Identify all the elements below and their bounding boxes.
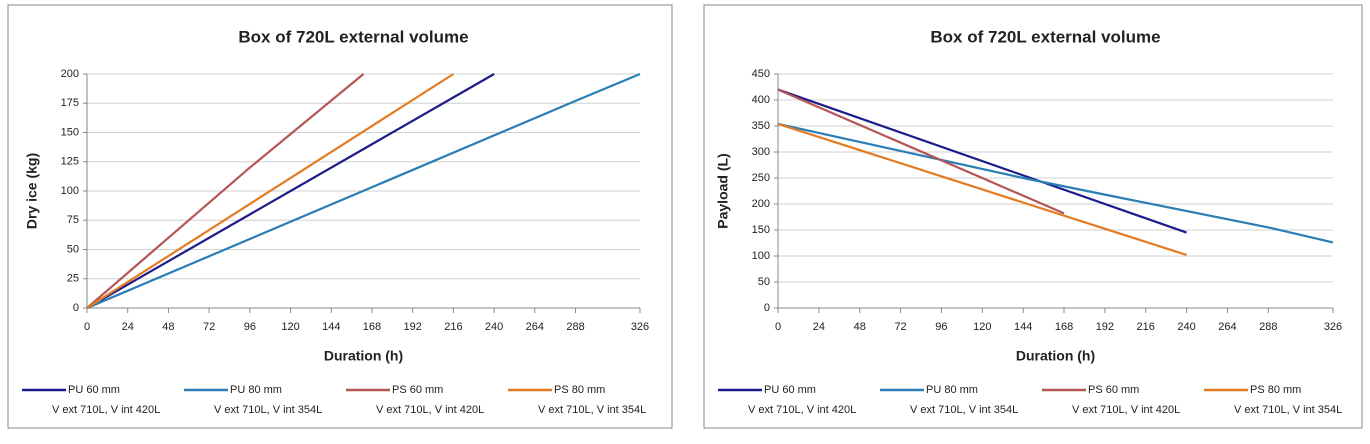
y-tick-label: 50 (67, 243, 79, 255)
y-tick-label: 25 (67, 273, 79, 285)
x-axis-title: Duration (h) (324, 348, 403, 364)
legend-label: PS 60 mm (392, 384, 443, 396)
chart-title: Box of 720L external volume (238, 27, 468, 46)
y-tick-label: 450 (752, 68, 770, 80)
x-tick-label: 240 (1177, 321, 1195, 333)
x-tick-label: 168 (1055, 321, 1073, 333)
x-tick-label: 144 (322, 321, 340, 333)
series-line (86, 72, 641, 310)
legend-description: V ext 710L, V int 420L (1072, 404, 1180, 416)
y-tick-label: 100 (752, 250, 770, 262)
series-line (86, 73, 495, 309)
x-tick-label: 192 (1096, 321, 1114, 333)
panel-frame (7, 4, 673, 429)
legend-description: V ext 710L, V int 354L (538, 404, 646, 416)
x-tick-label: 96 (935, 321, 947, 333)
x-tick-label: 48 (162, 321, 174, 333)
y-tick-label: 200 (752, 198, 770, 210)
series-line (777, 88, 1187, 234)
chart-title: Box of 720L external volume (930, 27, 1160, 46)
legend-label: PU 60 mm (68, 384, 120, 396)
y-tick-label: 150 (752, 224, 770, 236)
y-tick-label: 150 (61, 126, 79, 138)
legend-description: V ext 710L, V int 354L (910, 404, 1018, 416)
series-line (86, 73, 454, 309)
y-tick-label: 0 (764, 302, 770, 314)
x-tick-label: 120 (973, 321, 991, 333)
x-tick-label: 326 (631, 321, 649, 333)
x-tick-label: 326 (1324, 321, 1342, 333)
x-axis-title: Duration (h) (1016, 348, 1095, 364)
x-tick-label: 72 (894, 321, 906, 333)
x-tick-label: 264 (526, 321, 544, 333)
x-tick-label: 96 (244, 321, 256, 333)
series-line (86, 73, 365, 309)
legend-label: PS 80 mm (554, 384, 605, 396)
legend-label: PS 80 mm (1250, 384, 1301, 396)
y-tick-label: 0 (73, 302, 79, 314)
y-tick-label: 75 (67, 214, 79, 226)
y-tick-label: 400 (752, 94, 770, 106)
legend-label: PU 60 mm (764, 384, 816, 396)
y-tick-label: 50 (758, 276, 770, 288)
chart-panel: Box of 720L external volume Duration (h) P… (703, 4, 1363, 429)
x-tick-label: 48 (854, 321, 866, 333)
x-tick-label: 72 (203, 321, 215, 333)
legend-label: PU 80 mm (926, 384, 978, 396)
chart-panel: Box of 720L external volume Duration (h) D… (7, 4, 673, 429)
y-axis-title: Dry ice (kg) (24, 153, 40, 229)
x-tick-label: 144 (1014, 321, 1032, 333)
panel-frame (703, 4, 1363, 429)
x-tick-label: 288 (1259, 321, 1277, 333)
legend-label: PU 80 mm (230, 384, 282, 396)
x-tick-label: 216 (1137, 321, 1155, 333)
x-tick-label: 168 (363, 321, 381, 333)
legend-description: V ext 710L, V int 420L (376, 404, 484, 416)
legend-description: V ext 710L, V int 354L (1234, 404, 1342, 416)
x-tick-label: 192 (404, 321, 422, 333)
y-axis-title: Payload (L) (715, 153, 731, 228)
series-line (777, 88, 1065, 215)
x-tick-label: 24 (813, 321, 825, 333)
y-tick-label: 300 (752, 146, 770, 158)
y-tick-label: 175 (61, 97, 79, 109)
x-tick-label: 288 (566, 321, 584, 333)
y-tick-label: 200 (61, 68, 79, 80)
y-tick-label: 350 (752, 120, 770, 132)
x-tick-label: 216 (444, 321, 462, 333)
x-tick-label: 240 (485, 321, 503, 333)
legend-description: V ext 710L, V int 354L (214, 404, 322, 416)
x-tick-label: 264 (1218, 321, 1236, 333)
legend-label: PS 60 mm (1088, 384, 1139, 396)
series-line (777, 122, 1187, 257)
legend-description: V ext 710L, V int 420L (748, 404, 856, 416)
x-tick-label: 0 (775, 321, 781, 333)
legend-description: V ext 710L, V int 420L (52, 404, 160, 416)
y-tick-label: 125 (61, 156, 79, 168)
x-tick-label: 24 (122, 321, 134, 333)
y-tick-label: 250 (752, 172, 770, 184)
x-tick-label: 0 (84, 321, 90, 333)
y-tick-label: 100 (61, 185, 79, 197)
x-tick-label: 120 (281, 321, 299, 333)
